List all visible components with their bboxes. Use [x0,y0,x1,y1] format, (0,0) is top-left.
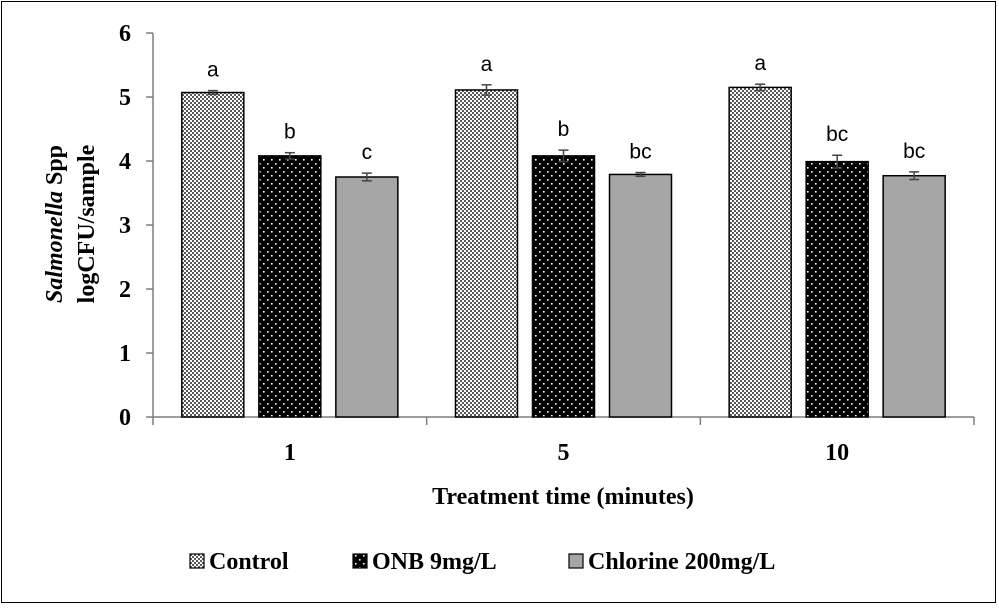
y-tick-label: 1 [119,341,131,367]
significance-label: bc [826,123,848,146]
bar [181,91,245,418]
significance-label: bc [903,140,925,163]
significance-label: b [558,118,570,141]
y-axis-title-italic: Salmonella [42,191,68,303]
y-tick-label: 6 [119,21,131,47]
significance-label: a [207,59,219,82]
y-axis-title: Salmonella Spp [42,145,68,303]
significance-label: bc [629,141,651,164]
y-tick-label: 5 [119,85,131,111]
x-tick-label: 5 [558,440,570,466]
x-axis-title: Treatment time (minutes) [432,484,694,510]
y-tick-label: 0 [119,405,131,431]
legend-swatch [352,553,368,569]
bar [335,176,399,418]
significance-label: b [284,121,296,144]
bar [608,173,673,418]
y-axis-title-rest: Spp [42,145,68,191]
legend-swatch [189,553,205,569]
significance-label: c [362,141,373,164]
legend-label: ONB 9mg/L [372,549,497,575]
bar [882,174,946,418]
legend-swatch [568,553,584,569]
legend-label: Chlorine 200mg/L [588,549,775,575]
significance-label: a [754,52,766,75]
y-axis-title-line2: logCFU/sample [74,144,100,303]
bar [531,155,596,418]
legend-label: Control [209,549,289,575]
significance-label: a [481,53,493,76]
y-tick-label: 3 [119,213,131,239]
bar [728,86,792,418]
bar [258,155,322,418]
x-tick-label: 10 [825,440,849,466]
y-tick-label: 2 [119,277,131,303]
x-tick-label: 1 [284,440,296,466]
legend: Control ONB 9mg/L Chlorine 200mg/L [189,549,775,575]
y-tick-label: 4 [119,149,131,175]
bar [805,160,869,418]
bar [454,89,519,418]
